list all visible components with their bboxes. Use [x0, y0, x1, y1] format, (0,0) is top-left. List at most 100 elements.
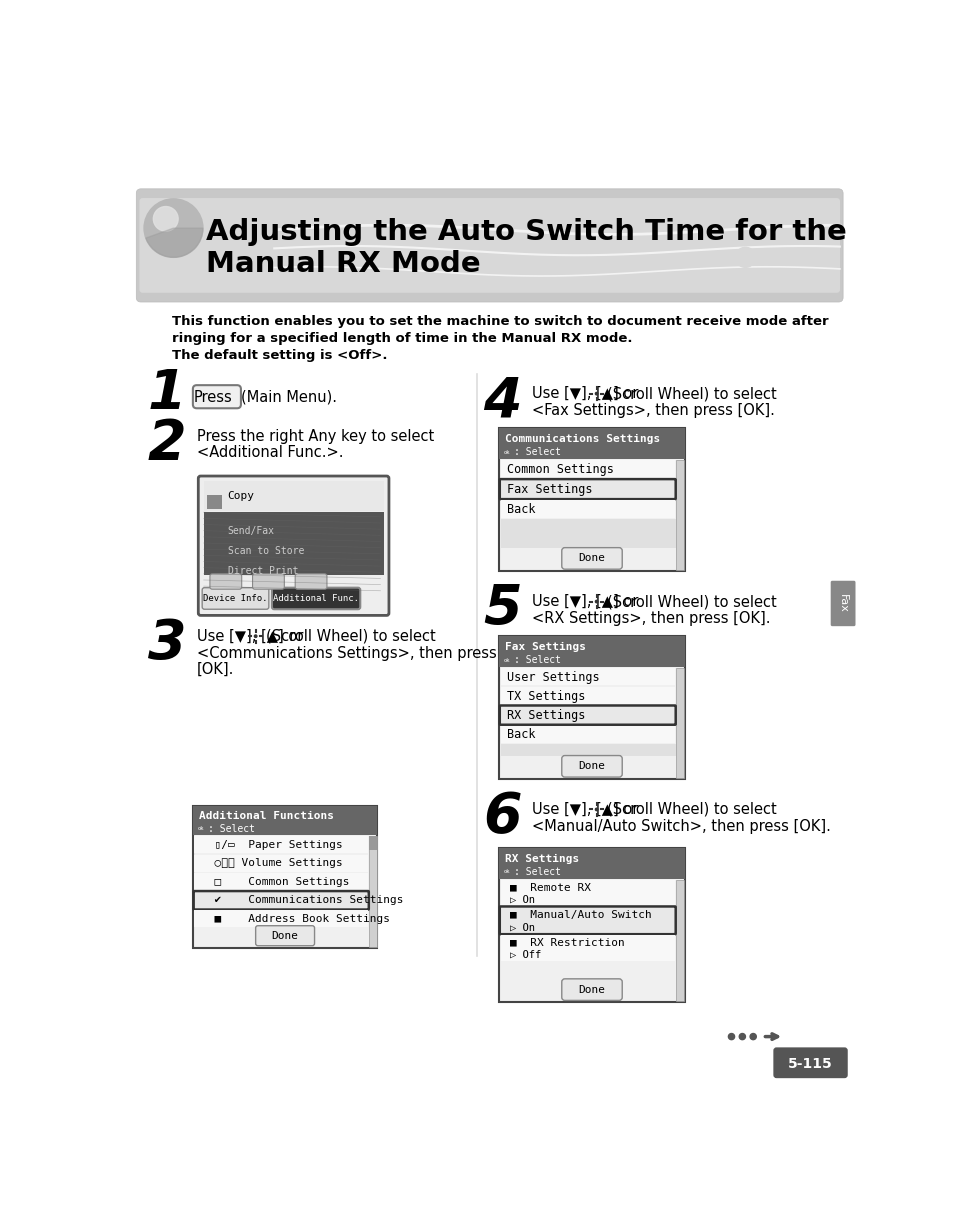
FancyBboxPatch shape [139, 198, 840, 293]
FancyBboxPatch shape [369, 836, 376, 947]
Text: Use [▼], [▲] or: Use [▼], [▲] or [196, 628, 303, 644]
FancyBboxPatch shape [561, 547, 621, 569]
Circle shape [739, 1033, 744, 1039]
FancyBboxPatch shape [194, 910, 368, 928]
Text: 5-115: 5-115 [787, 1056, 832, 1070]
Text: Back: Back [506, 729, 535, 741]
FancyBboxPatch shape [198, 476, 389, 616]
Text: Use [▼], [▲] or: Use [▼], [▲] or [531, 387, 638, 401]
FancyBboxPatch shape [500, 744, 675, 756]
FancyBboxPatch shape [676, 460, 683, 571]
Text: Additional Functions: Additional Functions [199, 811, 334, 821]
Text: (Scroll Wheel) to select: (Scroll Wheel) to select [266, 628, 436, 644]
Text: The default setting is <Off>.: The default setting is <Off>. [172, 348, 387, 362]
FancyBboxPatch shape [253, 574, 284, 589]
Text: Direct Print: Direct Print [228, 566, 298, 575]
Text: : Select: : Select [514, 655, 561, 665]
FancyBboxPatch shape [500, 499, 674, 518]
FancyBboxPatch shape [500, 460, 674, 479]
Text: <Communications Settings>, then press: <Communications Settings>, then press [196, 645, 496, 660]
FancyBboxPatch shape [498, 428, 684, 571]
Text: Adjusting the Auto Switch Time for the: Adjusting the Auto Switch Time for the [206, 218, 846, 245]
FancyBboxPatch shape [500, 519, 675, 547]
Circle shape [735, 248, 755, 267]
FancyBboxPatch shape [498, 848, 684, 1002]
FancyBboxPatch shape [204, 481, 383, 510]
Text: Done: Done [578, 761, 605, 772]
Text: <RX Settings>, then press [OK].: <RX Settings>, then press [OK]. [531, 611, 769, 626]
Text: Fax: Fax [838, 594, 847, 614]
Text: RX Settings: RX Settings [506, 709, 584, 721]
Text: ringing for a specified length of time in the Manual RX mode.: ringing for a specified length of time i… [172, 333, 632, 345]
Text: Fax Settings: Fax Settings [506, 482, 592, 496]
Text: ✔    Communications Settings: ✔ Communications Settings [200, 896, 403, 906]
FancyBboxPatch shape [193, 385, 241, 409]
Circle shape [749, 1033, 756, 1039]
Circle shape [595, 809, 598, 811]
FancyBboxPatch shape [499, 907, 675, 934]
FancyBboxPatch shape [500, 935, 674, 961]
FancyBboxPatch shape [500, 725, 674, 744]
FancyBboxPatch shape [194, 855, 368, 872]
FancyBboxPatch shape [210, 574, 241, 589]
Text: <Additional Func.>.: <Additional Func.>. [196, 445, 343, 460]
FancyBboxPatch shape [136, 189, 842, 302]
Text: Fax Settings: Fax Settings [505, 642, 585, 652]
Text: : Select: : Select [208, 823, 255, 833]
Text: Use [▼], [▲] or: Use [▼], [▲] or [531, 594, 638, 609]
Text: [OK].: [OK]. [196, 661, 233, 677]
Text: ok: ok [503, 658, 510, 663]
Wedge shape [146, 228, 203, 258]
Text: 4: 4 [483, 374, 521, 428]
Text: Send/Fax: Send/Fax [228, 525, 274, 536]
Text: (Scroll Wheel) to select: (Scroll Wheel) to select [607, 387, 777, 401]
FancyBboxPatch shape [498, 428, 684, 459]
FancyBboxPatch shape [272, 588, 360, 610]
FancyBboxPatch shape [204, 512, 383, 575]
Circle shape [595, 600, 598, 602]
Text: ○⦿⦿ Volume Settings: ○⦿⦿ Volume Settings [200, 859, 342, 869]
Text: Done: Done [272, 931, 298, 941]
Circle shape [728, 1033, 734, 1039]
Text: ■    Address Book Settings: ■ Address Book Settings [200, 914, 389, 924]
FancyBboxPatch shape [255, 925, 314, 946]
FancyBboxPatch shape [369, 837, 376, 850]
FancyBboxPatch shape [500, 667, 674, 686]
Text: 5: 5 [483, 583, 521, 637]
FancyBboxPatch shape [207, 496, 222, 509]
Text: Device Info.: Device Info. [203, 594, 268, 602]
Text: ok: ok [503, 449, 510, 455]
FancyBboxPatch shape [294, 574, 327, 589]
FancyBboxPatch shape [500, 687, 674, 704]
Text: 1: 1 [148, 367, 187, 421]
Circle shape [144, 199, 203, 258]
Text: ■  RX Restriction: ■ RX Restriction [509, 937, 624, 947]
Text: ■  Remote RX: ■ Remote RX [509, 882, 590, 892]
FancyBboxPatch shape [202, 588, 269, 610]
Text: Manual RX Mode: Manual RX Mode [206, 250, 480, 279]
FancyBboxPatch shape [830, 580, 855, 626]
Text: □    Common Settings: □ Common Settings [200, 877, 349, 887]
Text: 6: 6 [483, 790, 521, 844]
Text: Common Settings: Common Settings [506, 463, 613, 476]
Text: (Scroll Wheel) to select: (Scroll Wheel) to select [607, 594, 777, 609]
Text: <Manual/Auto Switch>, then press [OK].: <Manual/Auto Switch>, then press [OK]. [531, 818, 829, 834]
Text: TX Settings: TX Settings [506, 690, 584, 703]
FancyBboxPatch shape [773, 1048, 847, 1079]
Text: (Scroll Wheel) to select: (Scroll Wheel) to select [607, 802, 777, 817]
Text: 2: 2 [148, 417, 187, 471]
Text: Press: Press [193, 390, 233, 405]
Text: This function enables you to set the machine to switch to document receive mode : This function enables you to set the mac… [172, 315, 828, 328]
Text: (Main Menu).: (Main Menu). [241, 390, 336, 405]
FancyBboxPatch shape [498, 636, 684, 667]
Text: 3: 3 [148, 617, 187, 671]
Text: Use [▼], [▲] or: Use [▼], [▲] or [531, 802, 638, 817]
Circle shape [153, 206, 178, 231]
Text: RX Settings: RX Settings [505, 854, 578, 864]
FancyBboxPatch shape [498, 636, 684, 779]
Text: <Fax Settings>, then press [OK].: <Fax Settings>, then press [OK]. [531, 404, 774, 418]
Text: Back: Back [506, 503, 535, 515]
Text: ■  Manual/Auto Switch: ■ Manual/Auto Switch [509, 910, 651, 920]
FancyBboxPatch shape [561, 756, 621, 777]
Text: Communications Settings: Communications Settings [505, 434, 659, 444]
